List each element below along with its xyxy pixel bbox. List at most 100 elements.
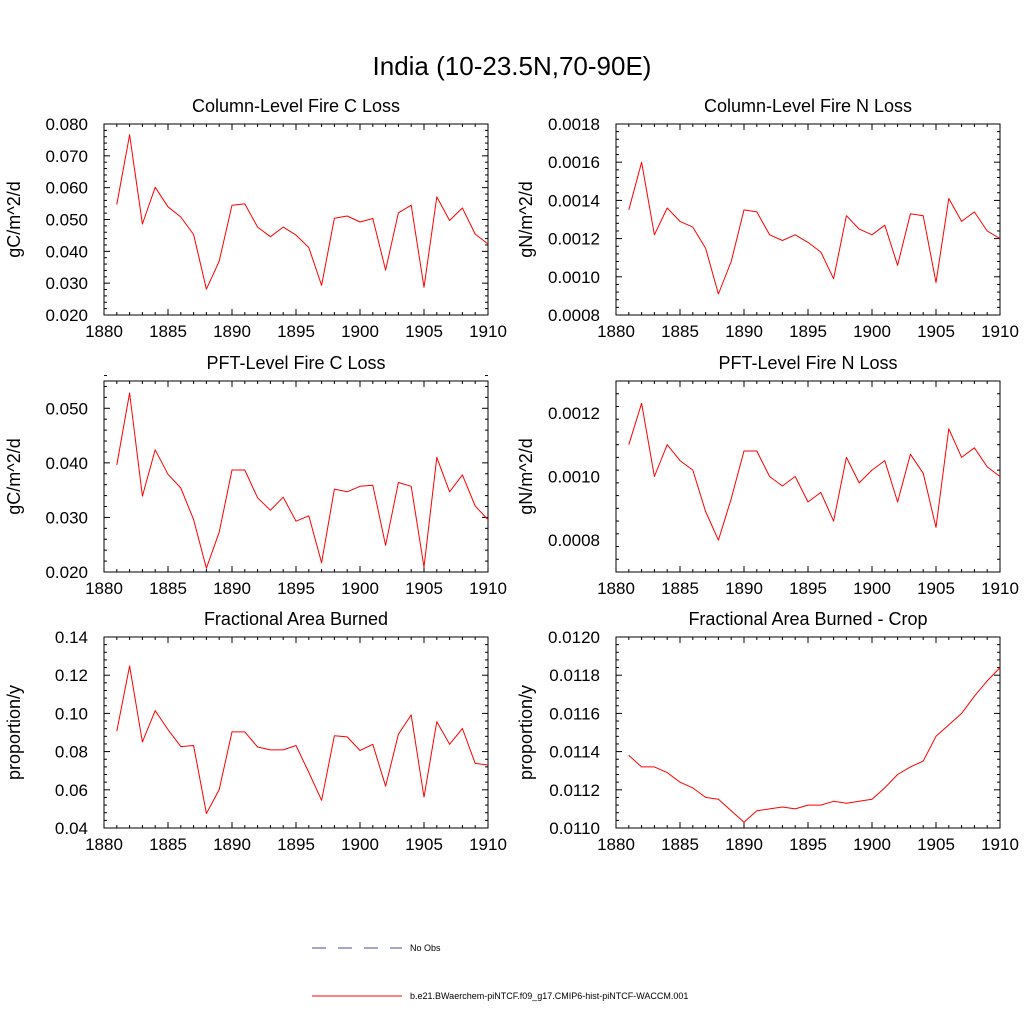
- x-tick-label: 1900: [853, 579, 891, 598]
- x-tick-label: 1910: [469, 579, 507, 598]
- legend-obs-label: No Obs: [410, 943, 441, 953]
- y-tick-label: 0.0118: [549, 666, 600, 685]
- y-tick-label: 0.04: [55, 819, 88, 838]
- y-tick-label: 0.12: [55, 666, 88, 685]
- panel-6: 1880 1885 1890 1895 1900 1905 1910 0.0110 0.0112…: [516, 609, 1019, 854]
- x-tick-label: 1895: [789, 835, 827, 854]
- panel-title: Column-Level Fire N Loss: [704, 96, 912, 116]
- y-tick-label: 0.040: [45, 454, 88, 473]
- x-tick-label: 1880: [597, 322, 635, 341]
- x-tick-label: 1895: [277, 322, 315, 341]
- y-tick-label: 0.0014: [548, 191, 600, 210]
- panel-title: PFT-Level Fire N Loss: [718, 353, 897, 373]
- y-tick-label: 0.0110: [549, 819, 600, 838]
- x-tick-label: 1890: [213, 835, 251, 854]
- panels-group: 1880 1885 1890 1895 1900 1905 1910 0.020 0.030 0.…: [4, 96, 1019, 854]
- y-tick-label: 0.0016: [548, 153, 600, 172]
- y-tick-label: 0.14: [55, 628, 88, 647]
- x-tick-label: 1895: [789, 322, 827, 341]
- y-axis-label: gC/m^2/d: [4, 181, 24, 257]
- plot-frame: [103, 380, 489, 573]
- panel-title: Column-Level Fire C Loss: [192, 96, 400, 116]
- y-tick-label: 0.0010: [548, 268, 600, 287]
- y-tick-label: 0.060: [45, 179, 88, 198]
- x-tick-label: 1895: [789, 579, 827, 598]
- x-tick-label: 1885: [149, 579, 187, 598]
- panel-2: 1880 1885 1890 1895 1900 1905 1910 0.0008 0.0010…: [516, 96, 1019, 341]
- panel-3: 1880 1885 1890 1895 1900 1905 1910 0.020 0.030 0.…: [4, 353, 507, 598]
- y-axis-label: gN/m^2/d: [516, 438, 536, 514]
- panel-title: Fractional Area Burned - Crop: [688, 609, 927, 629]
- panel-1: 1880 1885 1890 1895 1900 1905 1910 0.020 0.030 0.…: [4, 96, 507, 341]
- y-tick-label: 0.0116: [549, 704, 600, 723]
- panel-title: Fractional Area Burned: [204, 609, 388, 629]
- x-tick-label: 1885: [661, 579, 699, 598]
- x-tick-label: 1895: [277, 835, 315, 854]
- y-tick-label: 0.0008: [548, 531, 600, 550]
- x-tick-label: 1905: [917, 579, 955, 598]
- y-tick-label: 0.10: [55, 704, 88, 723]
- y-tick-label: 0.030: [45, 274, 88, 293]
- x-tick-label: 1880: [597, 579, 635, 598]
- plot-frame: [103, 636, 489, 829]
- x-tick-label: 1905: [405, 322, 443, 341]
- x-tick-label: 1895: [277, 579, 315, 598]
- series-line: [116, 665, 489, 814]
- legend: No Obs b.e21.BWaerchem-piNTCF.f09_g17.CM…: [312, 943, 688, 1001]
- y-tick-label: 0.0010: [548, 468, 600, 487]
- x-tick-label: 1910: [981, 322, 1019, 341]
- plot-frame: [615, 636, 1001, 829]
- x-tick-label: 1880: [85, 835, 123, 854]
- x-tick-label: 1900: [341, 579, 379, 598]
- y-axis-label: proportion/y: [516, 685, 536, 780]
- x-tick-label: 1905: [405, 835, 443, 854]
- x-tick-label: 1900: [341, 835, 379, 854]
- y-tick-label: 0.050: [45, 399, 88, 418]
- x-tick-label: 1910: [981, 579, 1019, 598]
- y-tick-label: 0.070: [45, 147, 88, 166]
- x-tick-label: 1890: [725, 579, 763, 598]
- x-tick-label: 1890: [213, 579, 251, 598]
- panel-title: PFT-Level Fire C Loss: [206, 353, 385, 373]
- y-tick-label: 0.050: [45, 211, 88, 230]
- x-tick-label: 1900: [341, 322, 379, 341]
- y-tick-label: 0.0018: [548, 115, 600, 134]
- x-tick-label: 1890: [213, 322, 251, 341]
- y-tick-label: 0.06: [55, 781, 88, 800]
- series-line: [628, 402, 1001, 541]
- legend-model-label: b.e21.BWaerchem-piNTCF.f09_g17.CMIP6-his…: [410, 991, 688, 1001]
- panel-5: 1880 1885 1890 1895 1900 1905 1910 0.04 0.06 0.08…: [4, 609, 507, 854]
- x-tick-label: 1910: [469, 322, 507, 341]
- y-tick-label: 0.0012: [548, 404, 600, 423]
- y-tick-label: 0.08: [55, 743, 88, 762]
- x-tick-label: 1905: [405, 579, 443, 598]
- series-line: [116, 134, 489, 290]
- y-axis-label: proportion/y: [4, 685, 24, 780]
- y-tick-label: 0.0008: [548, 306, 600, 325]
- y-tick-label: 0.080: [45, 115, 88, 134]
- x-tick-label: 1885: [661, 322, 699, 341]
- y-tick-label: 0.0112: [549, 781, 600, 800]
- x-tick-label: 1880: [597, 835, 635, 854]
- y-tick-label: 0.030: [45, 508, 88, 527]
- x-tick-label: 1880: [85, 322, 123, 341]
- x-tick-label: 1890: [725, 835, 763, 854]
- y-axis-label: gN/m^2/d: [516, 181, 536, 257]
- plot-frame: [615, 123, 1001, 316]
- y-tick-label: 0.0012: [548, 230, 600, 249]
- x-tick-label: 1880: [85, 579, 123, 598]
- y-tick-label: 0.0120: [548, 628, 600, 647]
- series-line: [116, 392, 489, 569]
- x-tick-label: 1910: [469, 835, 507, 854]
- plot-frame: [103, 123, 489, 316]
- x-tick-label: 1885: [149, 322, 187, 341]
- series-line: [628, 667, 1001, 823]
- y-tick-label: 0.020: [45, 306, 88, 325]
- x-tick-label: 1900: [853, 835, 891, 854]
- series-line: [628, 161, 1001, 295]
- x-tick-label: 1890: [725, 322, 763, 341]
- x-tick-label: 1905: [917, 835, 955, 854]
- x-tick-label: 1905: [917, 322, 955, 341]
- page-title: India (10-23.5N,70-90E): [373, 51, 652, 81]
